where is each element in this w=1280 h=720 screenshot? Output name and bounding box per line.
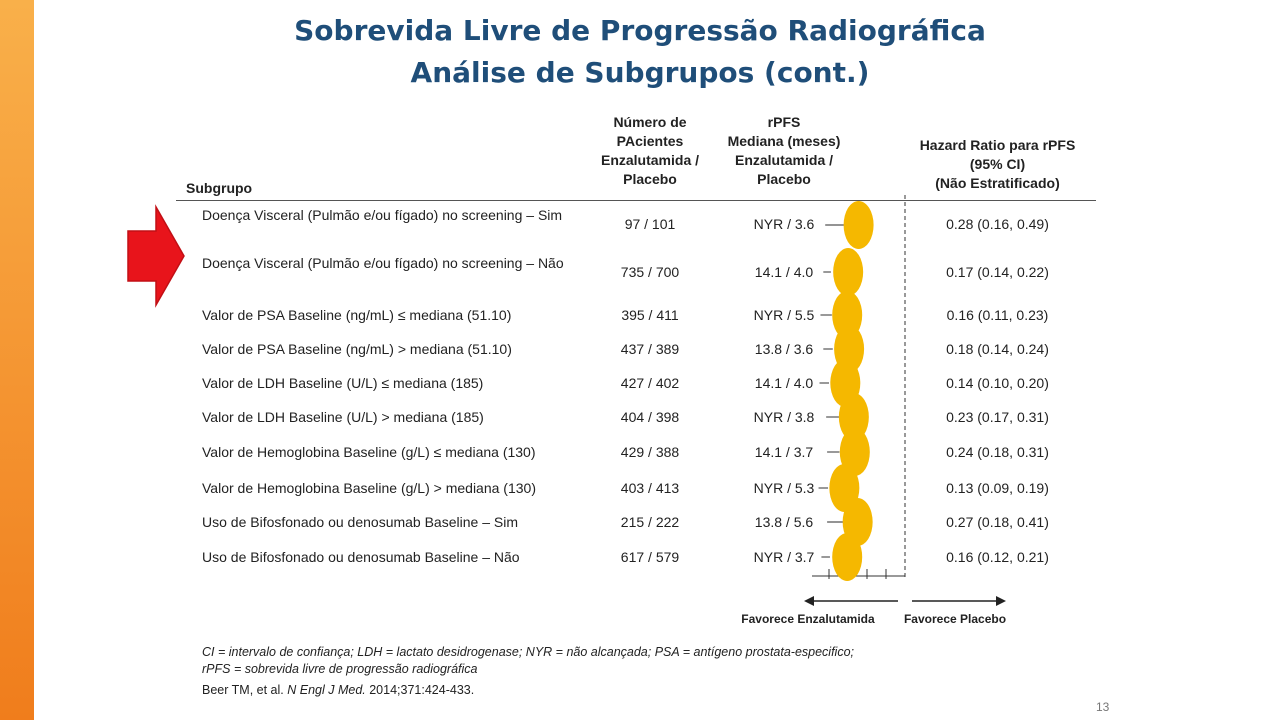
page-number: 13 xyxy=(1096,700,1110,714)
reference: Beer TM, et al. N Engl J Med. 2014;371:4… xyxy=(202,683,474,697)
slide-title: Sobrevida Livre de Progressão Radiográfi… xyxy=(294,14,986,47)
row-median: NYR / 3.8 xyxy=(753,409,815,425)
row-subgroup: Valor de PSA Baseline (ng/mL) > mediana … xyxy=(202,341,512,357)
row-median: 14.1 / 4.0 xyxy=(754,375,814,391)
row-median: NYR / 5.5 xyxy=(753,307,815,323)
favors-enzalutamide-label: Favorece Enzalutamida xyxy=(741,612,875,626)
row-patients: 97 / 101 xyxy=(624,216,676,232)
row-median: NYR / 5.3 xyxy=(753,480,815,496)
hr-point-marker xyxy=(833,248,864,296)
table-row: Valor de PSA Baseline (ng/mL) ≤ mediana … xyxy=(0,306,1280,342)
header-median: rPFS Mediana (meses) Enzalutamida / Plac… xyxy=(714,113,854,189)
table-row: Valor de LDH Baseline (U/L) > mediana (1… xyxy=(0,408,1280,444)
row-hazard-ratio: 0.14 (0.10, 0.20) xyxy=(946,375,1049,391)
favors-left-arrowhead xyxy=(804,596,814,606)
row-patients: 403 / 413 xyxy=(620,480,680,496)
footnote-line: rPFS = sobrevida livre de progressão rad… xyxy=(202,662,478,676)
row-patients: 215 / 222 xyxy=(620,514,680,530)
header-hazard-line: (95% CI) xyxy=(969,156,1026,172)
row-median: NYR / 3.7 xyxy=(753,549,815,565)
accent-sidebar xyxy=(0,0,34,720)
row-hazard-ratio: 0.18 (0.14, 0.24) xyxy=(946,341,1049,357)
row-hazard-ratio: 0.16 (0.11, 0.23) xyxy=(946,307,1049,323)
row-median: NYR / 3.6 xyxy=(753,216,815,232)
row-subgroup: Uso de Bifosfonado ou denosumab Baseline… xyxy=(202,514,518,530)
table-row: Doença Visceral (Pulmão e/ou fígado) no … xyxy=(0,254,1280,290)
header-patients-line: Enzalutamida / xyxy=(600,152,700,168)
table-row: Valor de Hemoglobina Baseline (g/L) ≤ me… xyxy=(0,443,1280,479)
row-patients: 395 / 411 xyxy=(621,307,679,323)
header-median-line: Mediana (meses) xyxy=(727,133,841,149)
row-hazard-ratio: 0.23 (0.17, 0.31) xyxy=(946,409,1049,425)
row-patients: 427 / 402 xyxy=(620,375,680,391)
header-median-line: rPFS xyxy=(767,114,801,130)
row-subgroup: Doença Visceral (Pulmão e/ou fígado) no … xyxy=(202,255,564,271)
row-hazard-ratio: 0.16 (0.12, 0.21) xyxy=(946,549,1049,565)
row-hazard-ratio: 0.28 (0.16, 0.49) xyxy=(946,216,1049,232)
reference-authors: Beer TM, et al. xyxy=(202,683,284,697)
row-subgroup: Uso de Bifosfonado ou denosumab Baseline… xyxy=(202,549,520,565)
row-median: 13.8 / 5.6 xyxy=(754,514,814,530)
header-hazard-line: (Não Estratificado) xyxy=(935,175,1060,191)
header-patients: Número de PAcientes Enzalutamida / Place… xyxy=(580,113,720,189)
header-subgroup: Subgrupo xyxy=(186,180,253,196)
slide-subtitle: Análise de Subgrupos (cont.) xyxy=(410,56,870,89)
row-hazard-ratio: 0.13 (0.09, 0.19) xyxy=(946,480,1049,496)
header-divider xyxy=(176,200,1096,201)
header-hazard-line: Hazard Ratio para rPFS xyxy=(919,137,1076,153)
row-median: 14.1 / 3.7 xyxy=(754,444,814,460)
header-median-line: Placebo xyxy=(757,171,811,187)
header-median-line: Enzalutamida / xyxy=(734,152,834,168)
row-patients: 735 / 700 xyxy=(620,264,680,280)
row-subgroup: Valor de Hemoglobina Baseline (g/L) > me… xyxy=(202,480,536,496)
table-row: Valor de Hemoglobina Baseline (g/L) > me… xyxy=(0,479,1280,515)
header-patients-line: PAcientes xyxy=(616,133,684,149)
highlight-arrow-icon xyxy=(127,204,185,308)
hr-point-marker xyxy=(838,393,869,441)
row-subgroup: Doença Visceral (Pulmão e/ou fígado) no … xyxy=(202,207,563,223)
header-hazard-ratio: Hazard Ratio para rPFS (95% CI) (Não Est… xyxy=(900,136,1095,193)
table-row: Uso de Bifosfonado ou denosumab Baseline… xyxy=(0,548,1280,584)
row-patients: 437 / 389 xyxy=(620,341,680,357)
favors-right-arrowhead xyxy=(996,596,1006,606)
table-row: Valor de PSA Baseline (ng/mL) > mediana … xyxy=(0,340,1280,376)
table-row: Uso de Bifosfonado ou denosumab Baseline… xyxy=(0,513,1280,549)
row-subgroup: Valor de LDH Baseline (U/L) ≤ mediana (1… xyxy=(202,375,484,391)
reference-detail: 2014;371:424-433. xyxy=(369,683,475,697)
footnote-line: CI = intervalo de confiança; LDH = lacta… xyxy=(202,645,855,659)
table-row: Doença Visceral (Pulmão e/ou fígado) no … xyxy=(0,206,1280,242)
hr-point-marker xyxy=(839,428,870,476)
row-subgroup: Valor de LDH Baseline (U/L) > mediana (1… xyxy=(202,409,484,425)
reference-journal: N Engl J Med. xyxy=(287,683,366,697)
hr-point-marker xyxy=(832,533,863,581)
header-patients-line: Número de xyxy=(613,114,687,130)
row-patients: 617 / 579 xyxy=(620,549,680,565)
hr-point-marker xyxy=(843,201,874,249)
row-patients: 404 / 398 xyxy=(620,409,680,425)
row-hazard-ratio: 0.27 (0.18, 0.41) xyxy=(946,514,1049,530)
row-patients: 429 / 388 xyxy=(620,444,680,460)
row-subgroup: Valor de Hemoglobina Baseline (g/L) ≤ me… xyxy=(202,444,536,460)
favors-placebo-label: Favorece Placebo xyxy=(904,612,1006,626)
row-hazard-ratio: 0.24 (0.18, 0.31) xyxy=(946,444,1049,460)
row-median: 14.1 / 4.0 xyxy=(754,264,814,280)
row-median: 13.8 / 3.6 xyxy=(754,341,814,357)
header-patients-line: Placebo xyxy=(623,171,677,187)
table-row: Valor de LDH Baseline (U/L) ≤ mediana (1… xyxy=(0,374,1280,410)
row-hazard-ratio: 0.17 (0.14, 0.22) xyxy=(946,264,1049,280)
row-subgroup: Valor de PSA Baseline (ng/mL) ≤ mediana … xyxy=(202,307,512,323)
